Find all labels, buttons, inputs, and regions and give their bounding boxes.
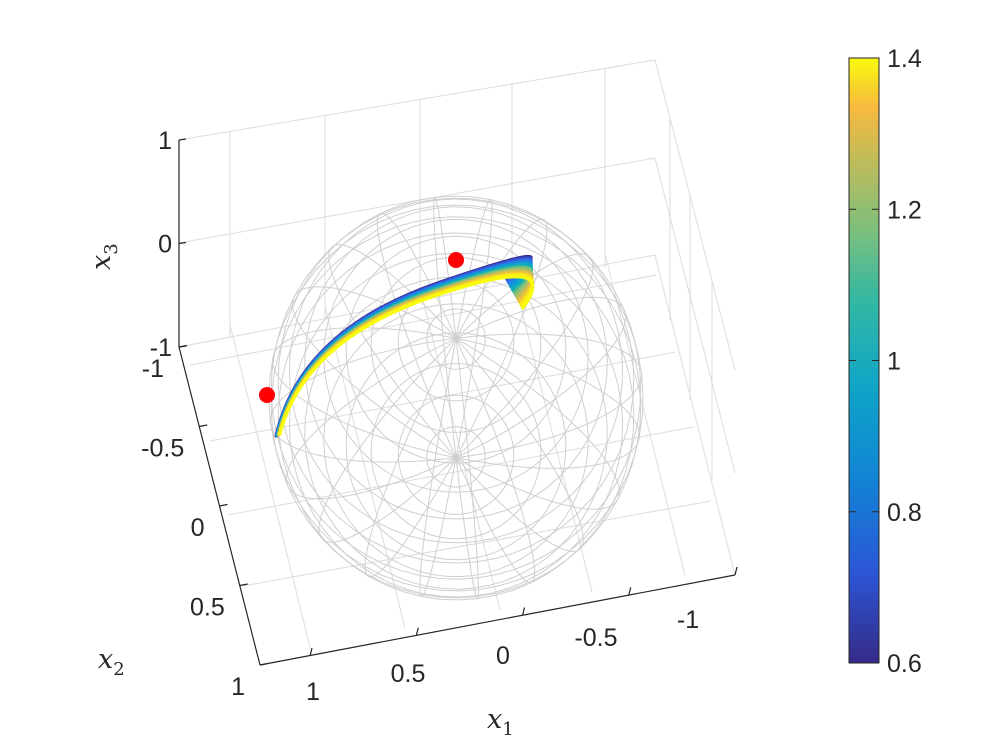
sphere-parallel xyxy=(270,216,642,599)
sphere-parallel xyxy=(370,363,542,540)
colorbar-tick-label: 0.6 xyxy=(887,650,922,678)
tick-marks xyxy=(178,138,738,666)
x3-tick-label: 1 xyxy=(158,127,172,155)
x1-axis-label: x1 xyxy=(487,704,514,740)
colorbar-tick-label: 0.8 xyxy=(887,499,922,527)
x3-tick-mark xyxy=(178,138,187,141)
x1-tick-label: 0 xyxy=(496,642,510,670)
sphere-parallel xyxy=(288,252,624,598)
x3-tick-label: 0 xyxy=(158,231,172,259)
x1-tick-label: 0.5 xyxy=(391,660,426,688)
x3-tick-mark xyxy=(178,241,187,245)
tick-labels: 10-1-1-0.500.51 10.50-0.5-1 xyxy=(141,127,699,706)
x2-tick-label: 0 xyxy=(191,514,205,542)
sphere-parallel xyxy=(270,197,642,580)
sphere-parallel xyxy=(397,394,515,515)
colorbar-tick-label: 1.2 xyxy=(887,196,922,224)
sphere-parallel xyxy=(345,235,567,464)
colorbar: 1.4 1.2 1 0.8 0.6 xyxy=(848,45,922,678)
x1-tick-mark xyxy=(521,607,526,616)
x2-tick-mark xyxy=(239,583,248,587)
x2-tick-mark xyxy=(199,424,208,428)
sphere-parallel xyxy=(397,281,515,402)
markers xyxy=(259,252,464,403)
surface-strip xyxy=(278,275,535,436)
x2-tick-mark xyxy=(178,344,188,348)
sphere-parallel xyxy=(277,195,635,564)
x1-tick-mark xyxy=(734,566,738,576)
x2-tick-mark xyxy=(219,503,228,507)
colorbar-tick-label: 1.4 xyxy=(887,45,922,73)
surface-band xyxy=(274,255,535,438)
x3-tick-label: -1 xyxy=(150,334,172,362)
sphere-meridian xyxy=(364,338,457,578)
sphere-parallel xyxy=(345,332,567,561)
sphere-parallel xyxy=(426,426,486,488)
x2-tick-label: 1 xyxy=(231,673,245,701)
x1-tick-mark xyxy=(628,587,632,596)
x3-axis-label: x3 xyxy=(86,243,122,270)
x2-tick-label: 0.5 xyxy=(190,594,225,622)
axes-box xyxy=(178,59,736,648)
sphere-parallel xyxy=(426,308,486,370)
sphere-parallel xyxy=(268,204,644,592)
marker-point xyxy=(448,252,464,268)
x1-tick-mark xyxy=(309,647,313,657)
x2-tick-mark xyxy=(259,662,269,666)
x2-tick-label: -1 xyxy=(142,355,164,383)
marker-point xyxy=(259,387,275,403)
sphere-meridian xyxy=(455,218,548,458)
x1-axis-line xyxy=(259,574,736,666)
axis-lines xyxy=(178,140,736,666)
sphere-parallel xyxy=(323,218,589,493)
sphere-meridian xyxy=(318,337,457,543)
x1-tick-label: -1 xyxy=(677,606,699,634)
x2-tick-label: -0.5 xyxy=(141,435,184,463)
x1-tick-label: -0.5 xyxy=(574,624,617,652)
sphere-parallel xyxy=(288,198,624,544)
colorbar-tick-label: 1 xyxy=(887,348,901,376)
x1-tick-label: 1 xyxy=(306,678,320,706)
x2-axis-label: x2 xyxy=(98,644,125,680)
x1-tick-mark xyxy=(415,627,419,636)
